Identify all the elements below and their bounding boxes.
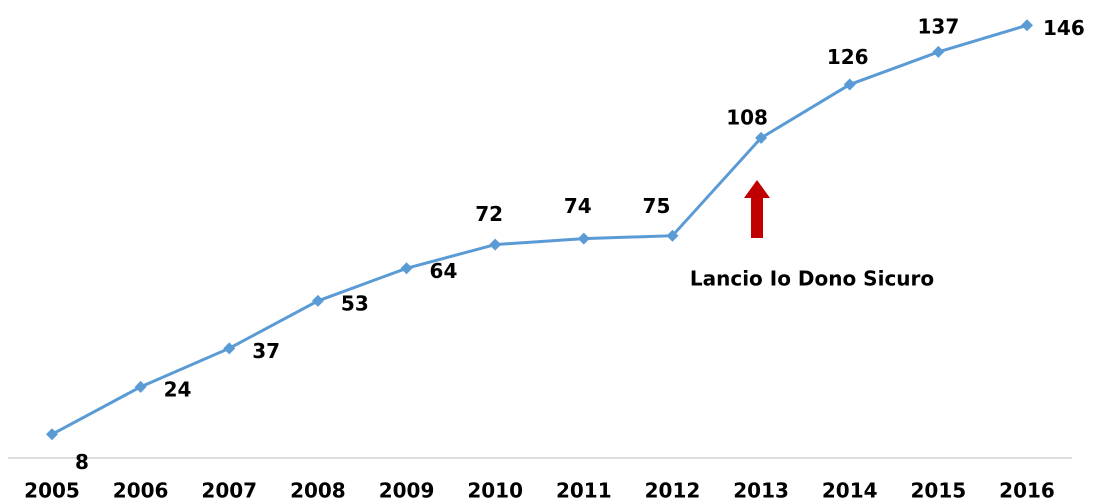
data-label: 74 xyxy=(564,194,592,218)
x-tick-label: 2012 xyxy=(645,479,701,503)
data-label: 53 xyxy=(341,291,369,315)
x-tick-label: 2010 xyxy=(467,479,523,503)
x-tick-label: 2013 xyxy=(733,479,789,503)
data-label: 72 xyxy=(475,202,503,226)
x-tick-label: 2014 xyxy=(822,479,878,503)
data-label: 8 xyxy=(75,450,89,474)
line xyxy=(51,23,1028,436)
annotation: Lancio Io Dono Sicuro xyxy=(690,267,934,291)
marker xyxy=(311,294,324,307)
marker xyxy=(755,131,768,144)
data-label: 24 xyxy=(164,377,192,401)
data-label: 108 xyxy=(726,105,768,129)
x-tick-label: 2009 xyxy=(379,479,435,503)
x-tick-label: 2008 xyxy=(290,479,346,503)
data-label: 37 xyxy=(252,339,280,363)
marker xyxy=(46,428,58,441)
annotation-arrow xyxy=(744,180,770,238)
data-label: 137 xyxy=(917,14,959,38)
marker xyxy=(223,342,236,355)
marker xyxy=(577,232,590,245)
marker xyxy=(400,262,413,275)
x-tick-label: 2005 xyxy=(24,479,80,503)
marker xyxy=(843,78,856,91)
data-label: 75 xyxy=(643,194,671,218)
marker xyxy=(666,229,679,242)
x-tick-label: 2015 xyxy=(911,479,967,503)
x-tick-label: 2016 xyxy=(999,479,1055,503)
x-tick-label: 2011 xyxy=(556,479,612,503)
data-label: 64 xyxy=(430,259,458,283)
marker xyxy=(489,238,502,251)
x-tick-label: 2007 xyxy=(201,479,257,503)
data-label: 126 xyxy=(827,45,869,69)
marker xyxy=(134,380,147,393)
x-tick-label: 2006 xyxy=(113,479,169,503)
data-label: 146 xyxy=(1043,16,1085,40)
marker xyxy=(932,45,945,58)
marker xyxy=(1021,19,1033,32)
